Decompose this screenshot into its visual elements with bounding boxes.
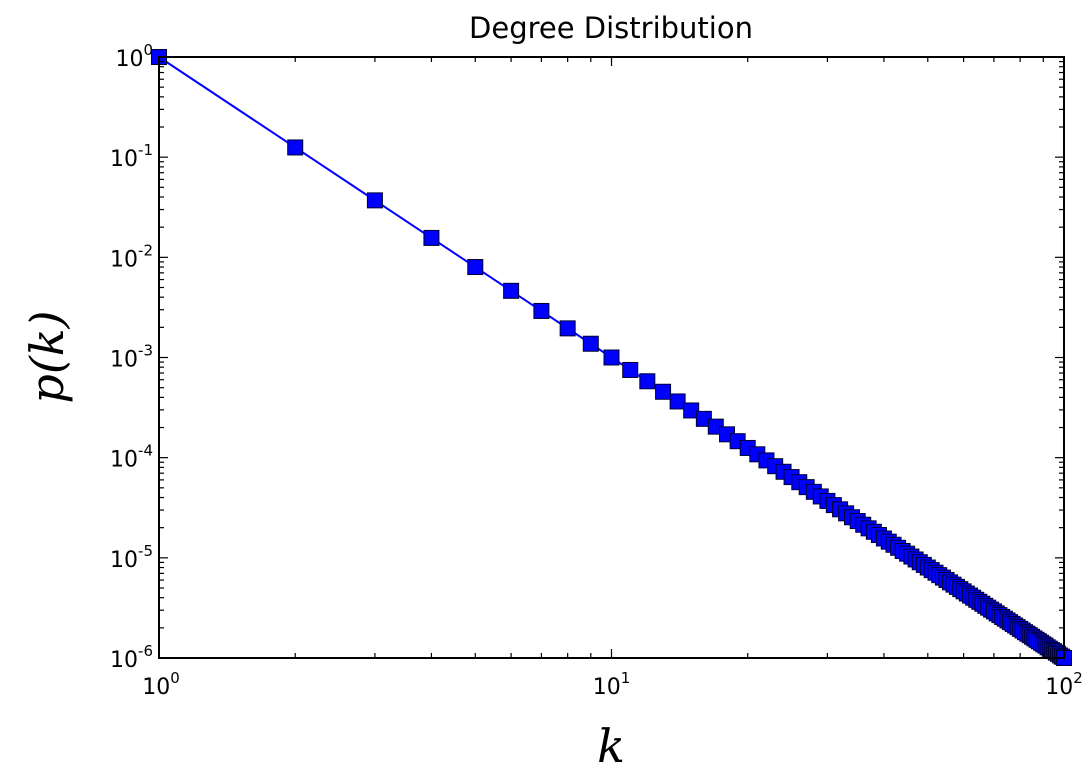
y-tick-label: 10-2 bbox=[110, 241, 153, 272]
data-point-marker bbox=[533, 302, 550, 319]
data-point-marker bbox=[559, 320, 576, 337]
chart-title: Degree Distribution bbox=[469, 11, 753, 45]
axis-ticks bbox=[158, 56, 1065, 659]
tick-labels: 100 101 102 100 10-1 10-2 10-3 10-4 10-5 10-6 bbox=[110, 41, 1083, 700]
data-point-marker bbox=[423, 229, 440, 246]
x-axis-label: k bbox=[597, 719, 625, 767]
data-point-marker bbox=[639, 373, 656, 390]
data-point-marker bbox=[683, 402, 700, 419]
data-point-marker bbox=[366, 192, 383, 209]
data-point-marker bbox=[603, 349, 620, 366]
y-tick-label: 10-1 bbox=[110, 141, 153, 172]
y-tick-label: 100 bbox=[115, 41, 153, 72]
data-point-marker bbox=[669, 393, 686, 410]
data-point-marker bbox=[622, 361, 639, 378]
y-axis-label: p(k) bbox=[20, 310, 74, 403]
y-tick-label: 10-3 bbox=[110, 342, 153, 373]
x-tick-label: 100 bbox=[142, 669, 180, 700]
data-point-marker bbox=[582, 335, 599, 352]
series-layer bbox=[151, 49, 1072, 666]
x-tick-label: 101 bbox=[593, 669, 631, 700]
y-tick-label: 10-5 bbox=[110, 542, 153, 573]
data-point-marker bbox=[655, 383, 672, 400]
data-point-marker bbox=[467, 259, 484, 276]
x-tick-label: 102 bbox=[1045, 669, 1083, 700]
data-point-marker bbox=[503, 282, 520, 299]
y-tick-label: 10-4 bbox=[110, 442, 153, 473]
y-tick-label: 10-6 bbox=[110, 642, 153, 673]
data-point-marker bbox=[287, 139, 304, 156]
